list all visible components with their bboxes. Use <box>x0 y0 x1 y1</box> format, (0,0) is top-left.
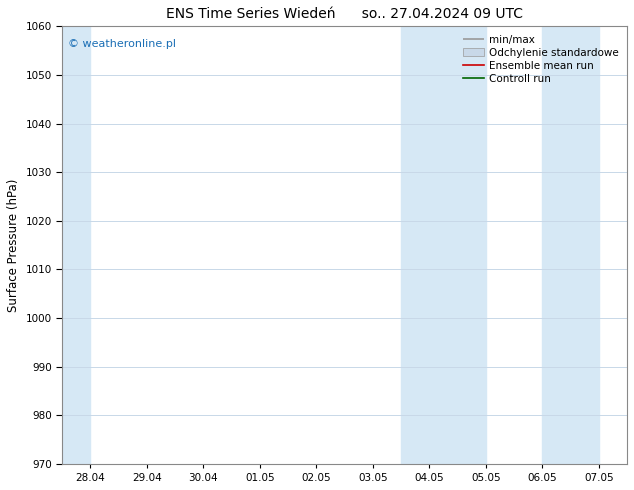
Y-axis label: Surface Pressure (hPa): Surface Pressure (hPa) <box>7 178 20 312</box>
Bar <box>62 26 91 464</box>
Text: © weatheronline.pl: © weatheronline.pl <box>68 39 176 49</box>
Bar <box>401 26 486 464</box>
Legend: min/max, Odchylenie standardowe, Ensemble mean run, Controll run: min/max, Odchylenie standardowe, Ensembl… <box>460 31 622 87</box>
Title: ENS Time Series Wiedeń      so.. 27.04.2024 09 UTC: ENS Time Series Wiedeń so.. 27.04.2024 0… <box>166 7 523 21</box>
Bar <box>542 26 598 464</box>
